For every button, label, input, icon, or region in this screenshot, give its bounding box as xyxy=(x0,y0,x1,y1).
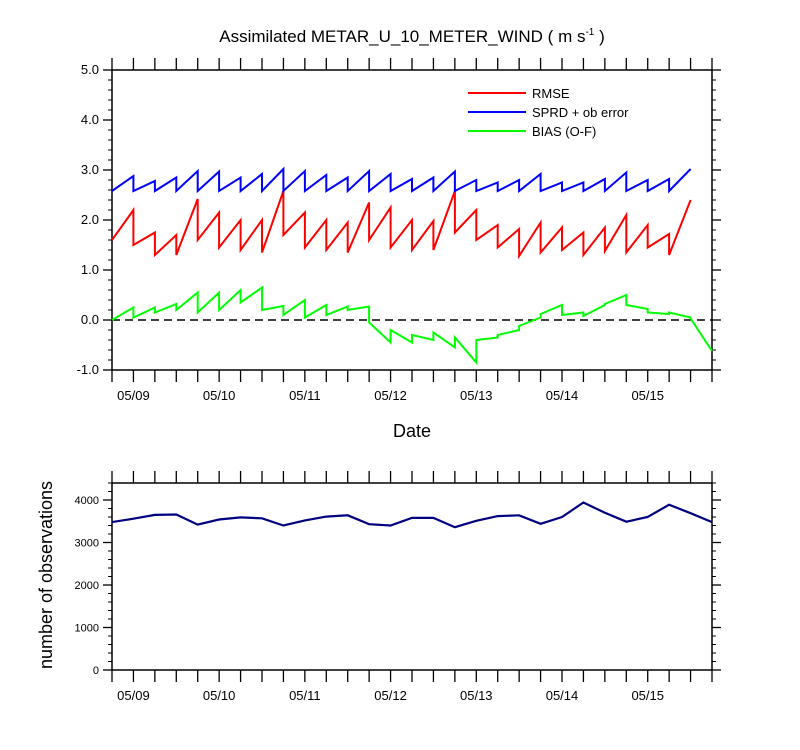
y-axis-label: number of observations xyxy=(36,481,56,669)
x-tick-label: 05/14 xyxy=(546,688,579,703)
x-tick-label: 05/15 xyxy=(631,688,664,703)
x-tick-label: 05/12 xyxy=(374,688,407,703)
y-tick-label: 2.0 xyxy=(81,212,99,227)
y-tick-label: -1.0 xyxy=(77,362,99,377)
y-tick-label: 3.0 xyxy=(81,162,99,177)
y-tick-label: 2000 xyxy=(75,580,99,592)
y-tick-label: 3000 xyxy=(75,538,99,550)
x-tick-label: 05/14 xyxy=(546,388,579,403)
y-tick-label: 0 xyxy=(93,665,99,677)
x-tick-label: 05/09 xyxy=(117,388,150,403)
y-tick-label: 5.0 xyxy=(81,62,99,77)
x-tick-label: 05/15 xyxy=(631,388,664,403)
rmse-line xyxy=(111,190,692,260)
title-close-paren: ) xyxy=(594,27,604,46)
y-tick-label: 1000 xyxy=(75,623,99,635)
x-axis-label: Date xyxy=(393,421,431,441)
top-plot: -1.0 0.0 1.0 2.0 3.0 4.0 5.0 05/09 05/10 05/11 05/… xyxy=(77,58,721,403)
bias-line xyxy=(111,285,713,366)
bottom-plot: 0 1000 2000 3000 4000 05/09 05/10 05/11 05/12 05/… xyxy=(75,471,721,703)
x-tick-label: 05/09 xyxy=(117,688,150,703)
observation-count-line xyxy=(111,501,713,529)
chart-title: Assimilated METAR_U_10_METER_WIND ( m s-… xyxy=(219,27,605,46)
legend-label: BIAS (O-F) xyxy=(532,124,596,139)
y-tick-label: 4.0 xyxy=(81,112,99,127)
x-tick-label: 05/13 xyxy=(460,688,493,703)
x-tick-label: 05/11 xyxy=(289,388,321,403)
y-tick-label: 1.0 xyxy=(81,262,99,277)
title-unit-superscript: -1 xyxy=(585,27,594,38)
y-tick-label: 0.0 xyxy=(81,312,99,327)
plot-frame xyxy=(111,482,713,671)
x-tick-label: 05/10 xyxy=(203,388,236,403)
x-tick-label: 05/11 xyxy=(289,688,321,703)
x-tick-label: 05/12 xyxy=(374,388,407,403)
y-tick-label: 4000 xyxy=(75,495,99,507)
x-tick-label: 05/10 xyxy=(203,688,236,703)
legend-label: RMSE xyxy=(532,86,570,101)
x-tick-label: 05/13 xyxy=(460,388,493,403)
legend-label: SPRD + ob error xyxy=(532,105,629,120)
spread-line xyxy=(111,166,692,194)
